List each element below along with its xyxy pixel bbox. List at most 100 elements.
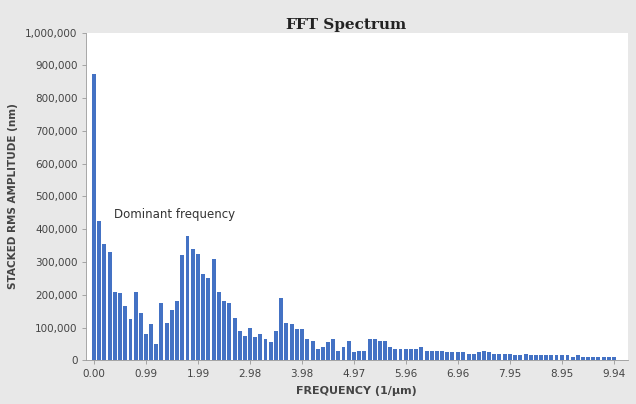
- Bar: [118, 293, 122, 360]
- Bar: [342, 347, 345, 360]
- Bar: [175, 301, 179, 360]
- Bar: [310, 341, 315, 360]
- Bar: [269, 342, 273, 360]
- Bar: [212, 259, 216, 360]
- Bar: [207, 278, 211, 360]
- Bar: [508, 354, 512, 360]
- Bar: [492, 354, 496, 360]
- Bar: [487, 352, 491, 360]
- Bar: [368, 339, 371, 360]
- Bar: [123, 306, 127, 360]
- Bar: [139, 313, 143, 360]
- Bar: [570, 357, 575, 360]
- Bar: [144, 334, 148, 360]
- Bar: [576, 356, 580, 360]
- Bar: [352, 352, 356, 360]
- Bar: [399, 349, 403, 360]
- Bar: [591, 357, 595, 360]
- Bar: [228, 303, 232, 360]
- Bar: [336, 351, 340, 360]
- Bar: [565, 356, 569, 360]
- Bar: [316, 349, 320, 360]
- Bar: [388, 347, 392, 360]
- Bar: [92, 74, 96, 360]
- Bar: [326, 342, 330, 360]
- Bar: [544, 356, 548, 360]
- Bar: [420, 347, 424, 360]
- Bar: [612, 357, 616, 360]
- Bar: [331, 339, 335, 360]
- Bar: [243, 336, 247, 360]
- Bar: [555, 356, 558, 360]
- Bar: [274, 331, 278, 360]
- Bar: [102, 244, 106, 360]
- Bar: [201, 274, 205, 360]
- Bar: [581, 357, 585, 360]
- Bar: [279, 298, 283, 360]
- Text: Spectrum: Spectrum: [318, 18, 406, 32]
- Bar: [305, 339, 309, 360]
- Bar: [414, 349, 418, 360]
- Bar: [425, 351, 429, 360]
- Bar: [233, 318, 237, 360]
- Bar: [534, 356, 538, 360]
- Bar: [300, 329, 304, 360]
- Bar: [383, 341, 387, 360]
- Bar: [461, 352, 466, 360]
- Bar: [97, 221, 101, 360]
- Bar: [440, 351, 444, 360]
- Bar: [529, 356, 533, 360]
- Bar: [539, 356, 543, 360]
- Bar: [107, 252, 111, 360]
- Bar: [445, 352, 449, 360]
- Bar: [258, 334, 262, 360]
- Bar: [482, 351, 487, 360]
- X-axis label: FREQUENCY (1/μm): FREQUENCY (1/μm): [296, 386, 417, 396]
- Bar: [513, 356, 517, 360]
- Bar: [295, 329, 299, 360]
- Bar: [586, 357, 590, 360]
- Bar: [134, 292, 137, 360]
- Bar: [523, 354, 528, 360]
- Bar: [196, 254, 200, 360]
- Bar: [181, 255, 184, 360]
- Bar: [467, 354, 471, 360]
- Bar: [393, 349, 398, 360]
- Bar: [502, 354, 507, 360]
- Text: Dominant frequency: Dominant frequency: [114, 208, 235, 221]
- Bar: [347, 341, 350, 360]
- Bar: [373, 339, 377, 360]
- Bar: [357, 351, 361, 360]
- Bar: [607, 357, 611, 360]
- Bar: [497, 354, 501, 360]
- Bar: [477, 352, 481, 360]
- Bar: [149, 324, 153, 360]
- Bar: [518, 356, 522, 360]
- Bar: [113, 292, 117, 360]
- Bar: [378, 341, 382, 360]
- Bar: [284, 323, 288, 360]
- Bar: [170, 309, 174, 360]
- Bar: [217, 292, 221, 360]
- Bar: [450, 352, 454, 360]
- Bar: [263, 339, 268, 360]
- Bar: [560, 356, 564, 360]
- Bar: [597, 357, 600, 360]
- Bar: [222, 301, 226, 360]
- Y-axis label: STACKED RMS AMPLITUDE (nm): STACKED RMS AMPLITUDE (nm): [8, 103, 18, 289]
- Bar: [404, 349, 408, 360]
- Bar: [321, 347, 325, 360]
- Bar: [128, 320, 132, 360]
- Bar: [550, 356, 553, 360]
- Bar: [290, 324, 294, 360]
- Text: FFT: FFT: [285, 18, 318, 32]
- Bar: [363, 351, 366, 360]
- Bar: [238, 331, 242, 360]
- Bar: [248, 328, 252, 360]
- Bar: [434, 351, 439, 360]
- Bar: [472, 354, 476, 360]
- Bar: [430, 351, 434, 360]
- Bar: [165, 323, 169, 360]
- Bar: [186, 236, 190, 360]
- Bar: [409, 349, 413, 360]
